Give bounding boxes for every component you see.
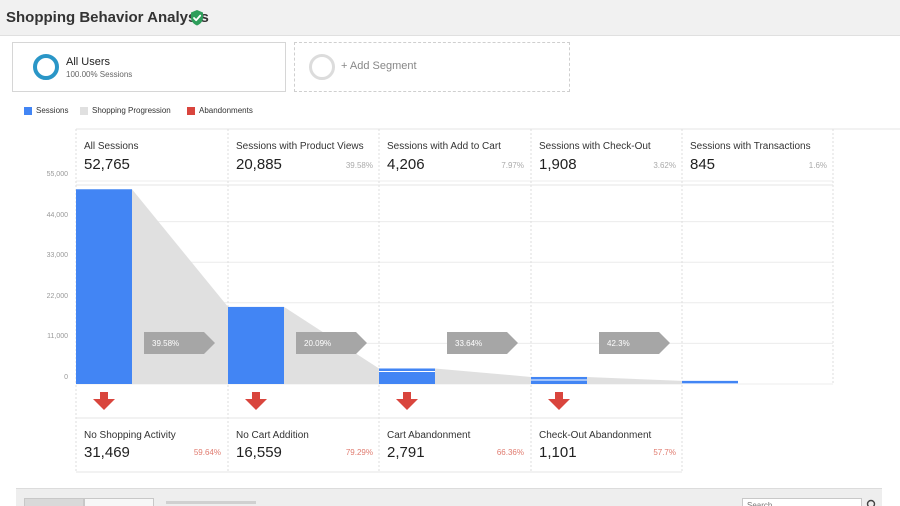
view-tab-primary[interactable]	[24, 498, 84, 506]
funnel-step-value: 20,885	[236, 156, 282, 173]
y-tick-label: 0	[64, 374, 68, 381]
empty-segment-icon	[309, 54, 335, 80]
abandonment-value: 31,469	[84, 444, 130, 461]
sessions-bar[interactable]	[682, 380, 738, 384]
abandonment-arrow-icon	[245, 392, 267, 410]
legend-swatch-progression	[80, 107, 88, 115]
funnel-step-value: 1,908	[539, 156, 577, 173]
funnel-step-percentage: 39.58%	[345, 161, 373, 170]
segment-donut-icon	[33, 54, 59, 80]
funnel-step-percentage: 1.6%	[808, 161, 827, 170]
abandonment-percentage: 79.29%	[345, 448, 373, 457]
sessions-bar[interactable]	[379, 368, 435, 384]
progression-rate-label: 33.64%	[455, 339, 482, 348]
segment-name: All Users	[66, 56, 111, 68]
funnel-step-percentage: 3.62%	[653, 161, 676, 170]
abandonment-arrow-icon	[548, 392, 570, 410]
y-tick-label: 11,000	[47, 333, 68, 341]
funnel-step-label: Sessions with Transactions	[690, 141, 811, 152]
add-segment-label: + Add Segment	[341, 60, 417, 72]
legend-swatch-abandonments	[187, 107, 195, 115]
verified-shield-icon	[191, 10, 203, 26]
add-segment-button[interactable]: + Add Segment	[294, 42, 570, 92]
abandonment-label: Check-Out Abandonment	[539, 430, 652, 441]
progression-rate-arrow	[447, 332, 518, 354]
abandonment-arrow-icon	[93, 392, 115, 410]
abandonment-percentage: 57.7%	[653, 448, 676, 457]
progression-rate-arrow	[296, 332, 367, 354]
page-title: Shopping Behavior Analysis	[6, 9, 209, 26]
y-tick-label: 55,000	[46, 171, 68, 178]
y-tick-label: 22,000	[46, 292, 68, 300]
abandonment-arrow-icon	[396, 392, 418, 410]
funnel-step-label: All Sessions	[84, 141, 139, 152]
funnel-step-label: Sessions with Add to Cart	[387, 141, 501, 152]
progression-rate-label: 42.3%	[607, 339, 630, 348]
segment-all-users-card[interactable]: All Users 100.00% Sessions	[12, 42, 286, 92]
legend-swatch-sessions	[24, 107, 32, 115]
y-tick-label: 33,000	[46, 252, 68, 260]
progression-rate-arrow	[144, 332, 215, 354]
funnel-step-value: 4,206	[387, 156, 425, 173]
progression-area	[132, 189, 228, 384]
funnel-step-percentage: 7.97%	[501, 161, 524, 170]
page-header: Shopping Behavior Analysis	[0, 0, 900, 36]
segment-subtitle: 100.00% Sessions	[66, 70, 133, 79]
legend-label: Shopping Progression	[92, 106, 171, 115]
view-tab-secondary[interactable]	[84, 498, 154, 506]
abandonment-label: No Cart Addition	[236, 430, 309, 441]
abandonment-percentage: 66.36%	[496, 448, 524, 457]
sessions-bar[interactable]	[76, 189, 132, 384]
abandonment-value: 16,559	[236, 444, 282, 461]
abandonment-label: Cart Abandonment	[387, 430, 471, 441]
abandonment-value: 2,791	[387, 444, 425, 461]
search-input[interactable]	[742, 498, 862, 506]
legend-label: Abandonments	[199, 106, 253, 115]
funnel-step-label: Sessions with Check-Out	[539, 141, 651, 152]
sessions-bar[interactable]	[531, 376, 587, 384]
sessions-bar[interactable]	[228, 306, 284, 384]
progression-rate-label: 39.58%	[152, 339, 179, 348]
funnel-step-value: 845	[690, 156, 716, 173]
progression-rate-label: 20.09%	[304, 339, 331, 348]
funnel-step-label: Sessions with Product Views	[236, 141, 364, 152]
legend-label: Sessions	[36, 106, 69, 115]
progression-area	[587, 376, 682, 384]
funnel-step-value: 52,765	[84, 156, 130, 173]
search-icon[interactable]	[864, 498, 880, 506]
y-tick-label: 44,000	[46, 211, 68, 219]
abandonment-label: No Shopping Activity	[84, 430, 176, 441]
progression-area	[435, 368, 531, 384]
toolbar-text	[166, 501, 256, 504]
table-toolbar	[16, 488, 882, 506]
abandonment-value: 1,101	[539, 444, 577, 461]
abandonment-percentage: 59.64%	[193, 448, 221, 457]
progression-rate-arrow	[599, 332, 670, 354]
